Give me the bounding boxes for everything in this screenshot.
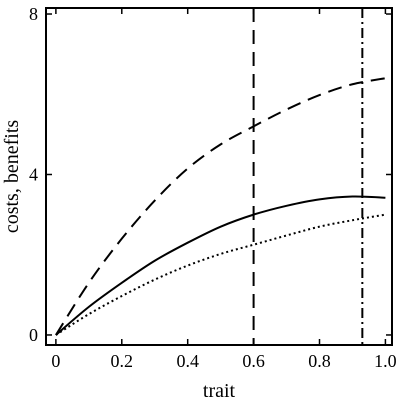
plot-frame [45,7,393,346]
x-tick-label: 0.2 [111,351,134,371]
series-line-dashed [55,77,386,336]
plot-marks [55,8,386,345]
x-tick-label: 0.6 [242,351,265,371]
x-tick-label: 0.4 [176,351,199,371]
tick-marks [46,8,392,345]
y-tick-label: 8 [29,4,38,24]
series-line-solid [55,195,386,336]
y-axis-label: costs, benefits [1,120,23,234]
x-tick-label: 0.8 [308,351,331,371]
x-axis-label: trait [203,380,236,402]
y-tick-label: 0 [29,325,38,345]
x-tick-label: 0 [51,351,60,371]
x-tick-label: 1.0 [374,351,397,371]
y-tick-label: 4 [29,164,38,184]
series-line-dotted [55,213,386,336]
